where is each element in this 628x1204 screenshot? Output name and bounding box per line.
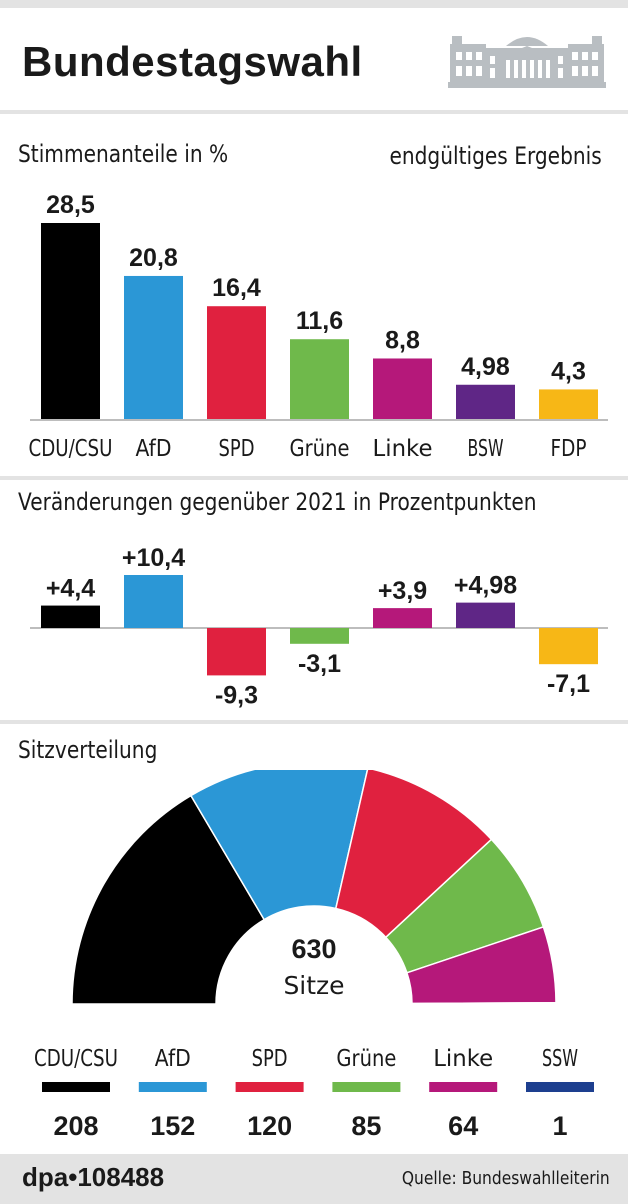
value-label-cdu-csu: 28,5 — [46, 191, 95, 219]
value-label-linke: 8,8 — [385, 326, 420, 354]
changes-section-title: Veränderungen gegenüber 2021 in Prozentp… — [18, 488, 537, 516]
legend-swatch-cdu-csu — [42, 1082, 110, 1092]
value-label-fdp: 4,3 — [551, 357, 586, 385]
result-status-note: endgültiges Ergebnis — [389, 142, 602, 170]
seat-segment-ssw — [411, 1002, 557, 1005]
change-bar-bsw — [456, 602, 515, 628]
footer-bar — [0, 1154, 628, 1204]
source-credit: Quelle: Bundeswahlleiterin — [402, 1168, 610, 1189]
bar-linke — [373, 358, 432, 419]
legend-swatch-spd — [235, 1082, 304, 1092]
change-label-spd: -9,3 — [215, 681, 258, 709]
dpa-graphic-id: dpa•108488 — [22, 1162, 165, 1192]
change-label-afd: +10,4 — [122, 544, 185, 572]
legend-label-spd: SPD — [252, 1046, 288, 1072]
seats-section-title: Sitzverteilung — [18, 736, 158, 764]
category-label-spd: SPD — [219, 436, 255, 462]
bar-bsw — [456, 384, 515, 419]
category-label-cdu-csu: CDU/CSU — [29, 436, 113, 462]
change-bar-cdu-csu — [41, 605, 100, 628]
change-bar-spd — [207, 628, 266, 676]
change-label-linke: +3,9 — [378, 577, 427, 605]
total-seats-value: 630 — [291, 934, 336, 964]
legend-swatch-gruene — [332, 1082, 401, 1092]
change-label-gruene: -3,1 — [298, 650, 341, 678]
legend-seats-ssw: 1 — [552, 1111, 567, 1141]
legend-seats-cdu-csu: 208 — [53, 1111, 98, 1141]
page-title: Bundestagswahl — [22, 38, 363, 85]
legend-seats-gruene: 85 — [351, 1111, 381, 1141]
bar-fdp — [539, 389, 598, 419]
legend-label-ssw: SSW — [542, 1046, 578, 1072]
change-label-fdp: -7,1 — [547, 670, 590, 698]
value-label-gruene: 11,6 — [296, 307, 343, 335]
legend-swatch-afd — [138, 1082, 207, 1092]
bar-gruene — [290, 339, 349, 419]
top-border — [0, 0, 628, 8]
category-label-fdp: FDP — [551, 436, 587, 462]
legend-seats-afd: 152 — [150, 1111, 195, 1141]
bar-spd — [207, 306, 266, 419]
section-divider — [0, 720, 628, 724]
value-label-bsw: 4,98 — [461, 353, 510, 381]
category-label-linke: Linke — [373, 436, 433, 462]
section-divider — [0, 476, 628, 480]
legend-seats-spd: 120 — [247, 1111, 292, 1141]
change-label-bsw: +4,98 — [454, 572, 517, 600]
legend-label-gruene: Grüne — [336, 1046, 396, 1072]
vote-share-bar-chart: 28,5 CDU/CSU 20,8 AfD 16,4 SPD 11,6 Grüne 8,8 Lin… — [29, 191, 608, 462]
legend-swatch-ssw — [526, 1082, 594, 1092]
change-bar-linke — [373, 608, 432, 628]
change-bar-gruene — [290, 628, 349, 644]
legend-label-cdu-csu: CDU/CSU — [34, 1046, 118, 1072]
change-bar-chart: +4,4 +10,4 -9,3 -3,1 +3,9 +4,98 -7,1 — [30, 544, 608, 709]
seat-segment-cdu-csu — [71, 794, 266, 1005]
legend-seats-linke: 64 — [448, 1111, 478, 1141]
total-seats-label: Sitze — [283, 971, 344, 1000]
bar-cdu-csu — [41, 223, 100, 419]
value-label-afd: 20,8 — [129, 244, 178, 272]
section-divider — [0, 110, 628, 114]
legend-label-afd: AfD — [155, 1046, 191, 1072]
seat-segment-afd — [189, 770, 369, 921]
bar-afd — [124, 275, 183, 419]
value-label-spd: 16,4 — [212, 274, 261, 302]
reichstag-building-icon — [448, 36, 606, 88]
category-label-bsw: BSW — [468, 436, 504, 462]
change-bar-afd — [124, 575, 183, 628]
legend-label-linke: Linke — [433, 1046, 493, 1072]
category-label-afd: AfD — [136, 436, 172, 462]
seat-distribution-chart: 630 Sitze CDU/CSU 208 AfD 152 SPD 120 Grüne 85 Lin… — [34, 770, 594, 1141]
shares-section-title: Stimmenanteile in % — [18, 140, 229, 168]
change-label-cdu-csu: +4,4 — [46, 575, 95, 603]
category-label-gruene: Grüne — [290, 436, 350, 462]
legend-swatch-linke — [429, 1082, 498, 1092]
change-bar-fdp — [539, 628, 598, 665]
